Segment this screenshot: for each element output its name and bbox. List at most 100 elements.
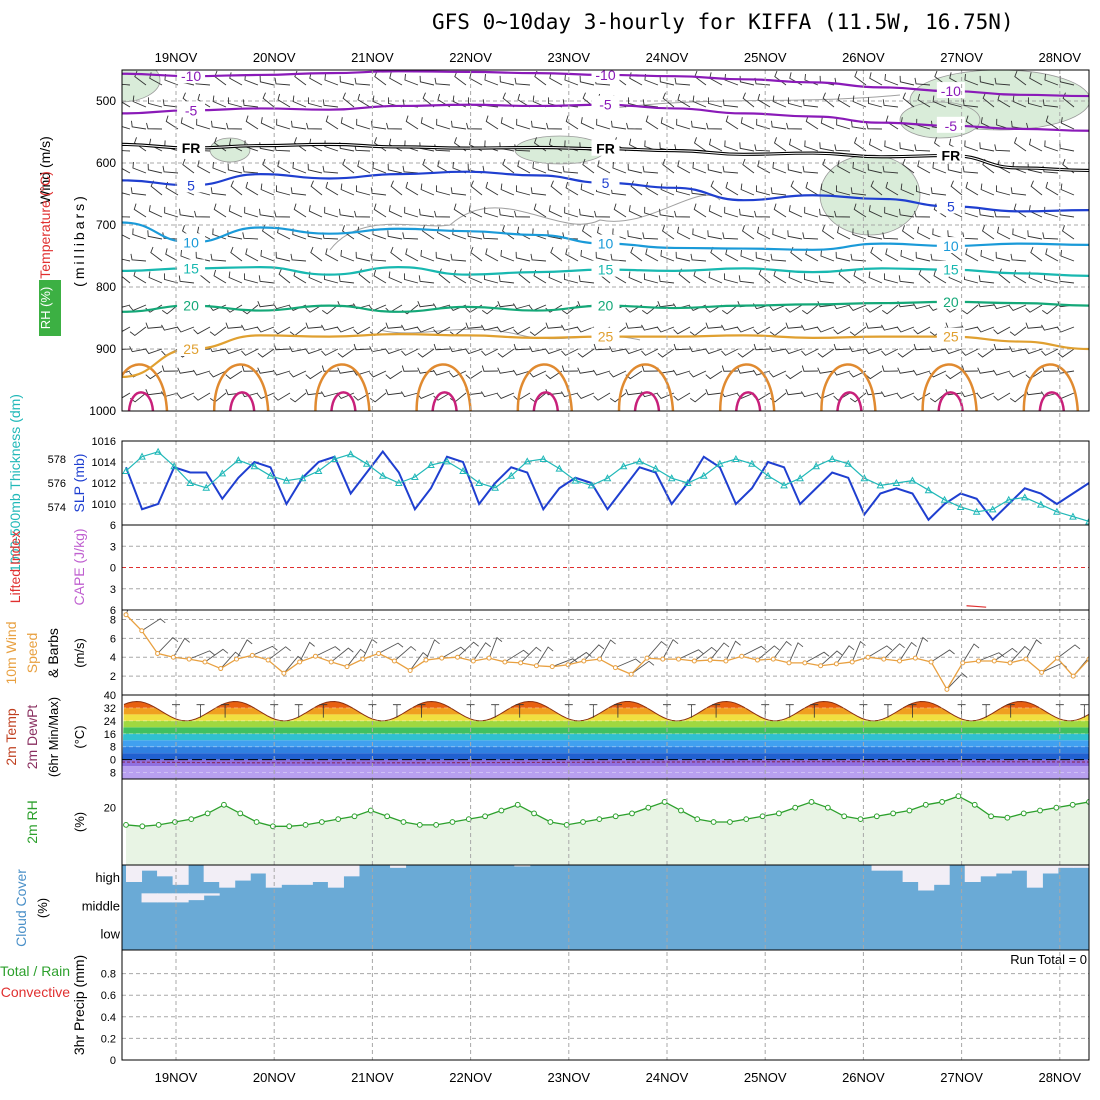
wind-barb <box>913 392 931 401</box>
wind-barb <box>870 180 883 196</box>
wind-barb <box>850 253 867 262</box>
wind10-marker <box>660 656 666 662</box>
wind-barb <box>1009 326 1027 336</box>
wind-barb <box>262 158 275 174</box>
wind-barb <box>662 92 675 108</box>
temp-minmax-whisker <box>392 704 401 718</box>
wind10-marker <box>123 612 129 618</box>
wind-barb <box>641 365 659 372</box>
thickness-marker <box>780 481 788 489</box>
cloud-high-gap <box>902 865 919 882</box>
wind-barb <box>628 271 643 284</box>
thickness-marker <box>555 464 564 472</box>
wind-barb <box>515 251 531 262</box>
wind10-marker <box>897 658 903 664</box>
thickness-marker <box>314 466 323 474</box>
rh-marker <box>351 813 358 820</box>
wind-barb <box>1044 140 1059 152</box>
temp-plot <box>122 700 1089 779</box>
wind-barb <box>195 251 211 262</box>
wind-barb <box>902 158 915 174</box>
wind-barb <box>122 168 131 174</box>
wind-barb <box>354 77 371 86</box>
wind-barb <box>835 251 851 262</box>
wind-barb <box>465 322 483 329</box>
wind-barb <box>1041 324 1059 331</box>
wind10-barb <box>472 642 491 662</box>
rh-marker <box>204 810 211 817</box>
wind-barb <box>353 369 371 376</box>
wind-barb <box>913 326 931 335</box>
wind-barb <box>706 122 723 130</box>
wind-barb <box>193 369 211 376</box>
wind-barb <box>788 271 803 284</box>
wind-barb <box>421 225 435 240</box>
wind10-barb <box>172 637 190 658</box>
rh-marker <box>775 810 782 817</box>
thickness-marker <box>860 474 869 482</box>
wind-barb <box>500 249 515 262</box>
wind-barb <box>225 322 243 329</box>
wind-barb <box>292 95 307 108</box>
rh-marker <box>318 819 325 825</box>
wind10-barb <box>315 646 341 657</box>
wind-barb <box>1010 253 1027 262</box>
wind-barb <box>804 140 819 152</box>
wind-barb <box>913 303 931 310</box>
wind-barb <box>612 228 627 240</box>
cloud-high-gap <box>1042 865 1059 874</box>
wind-barb <box>627 230 643 240</box>
wind10-marker <box>723 658 729 664</box>
wind-barb <box>658 275 675 284</box>
wind-barb <box>449 370 467 378</box>
isotherm-35 <box>633 391 661 411</box>
wind-barb <box>837 160 851 174</box>
wind-barb <box>756 118 771 130</box>
isotherm-35 <box>734 391 762 411</box>
wind-barb <box>197 93 211 108</box>
cloud-high-gap <box>995 865 1012 874</box>
wind-barb <box>867 163 883 174</box>
wind-barb <box>434 77 451 86</box>
wind-barb <box>819 142 835 152</box>
wind-barb <box>148 271 163 284</box>
wind-barb <box>403 273 419 284</box>
precip-tick-label: 0.2 <box>101 1033 116 1045</box>
temp-minmax-whisker <box>417 704 426 718</box>
wind-barb <box>405 248 419 262</box>
wind-barb <box>721 391 739 398</box>
wind-barb <box>704 348 723 355</box>
wind10-marker <box>455 654 461 660</box>
rh-marker <box>221 801 227 808</box>
wind-barb <box>517 93 531 108</box>
wind-barb <box>417 348 435 358</box>
wind-barb <box>369 392 387 403</box>
wind-barb <box>739 208 755 218</box>
isotherm-label-bg <box>591 139 620 156</box>
rh-marker <box>384 813 391 820</box>
wind-barb <box>310 180 323 196</box>
wind-barb <box>722 165 739 174</box>
wind-barb <box>161 365 179 372</box>
wind10-marker <box>328 659 334 665</box>
wind-barb <box>419 208 435 218</box>
wind-barb <box>693 269 707 284</box>
wind-barb <box>773 137 787 152</box>
date-label-bottom: 22NOV <box>449 1070 492 1085</box>
wind-barb <box>416 326 435 333</box>
rh-units-label: (%) <box>72 812 87 832</box>
wind-barb <box>262 92 275 108</box>
wind-barb <box>257 367 275 374</box>
wind-barb <box>385 322 403 329</box>
rh-marker <box>531 810 537 817</box>
wind-barb <box>194 210 211 218</box>
temp-minmax-whisker <box>196 704 205 718</box>
wind-barb <box>769 370 787 378</box>
wind-barb <box>1043 273 1059 284</box>
wind-barb <box>390 180 403 196</box>
wind10-marker <box>312 653 318 659</box>
cloud-high-label: high <box>95 870 120 885</box>
wind-barb <box>499 75 515 86</box>
wind-barb <box>885 248 899 262</box>
wind10-marker <box>376 650 382 656</box>
